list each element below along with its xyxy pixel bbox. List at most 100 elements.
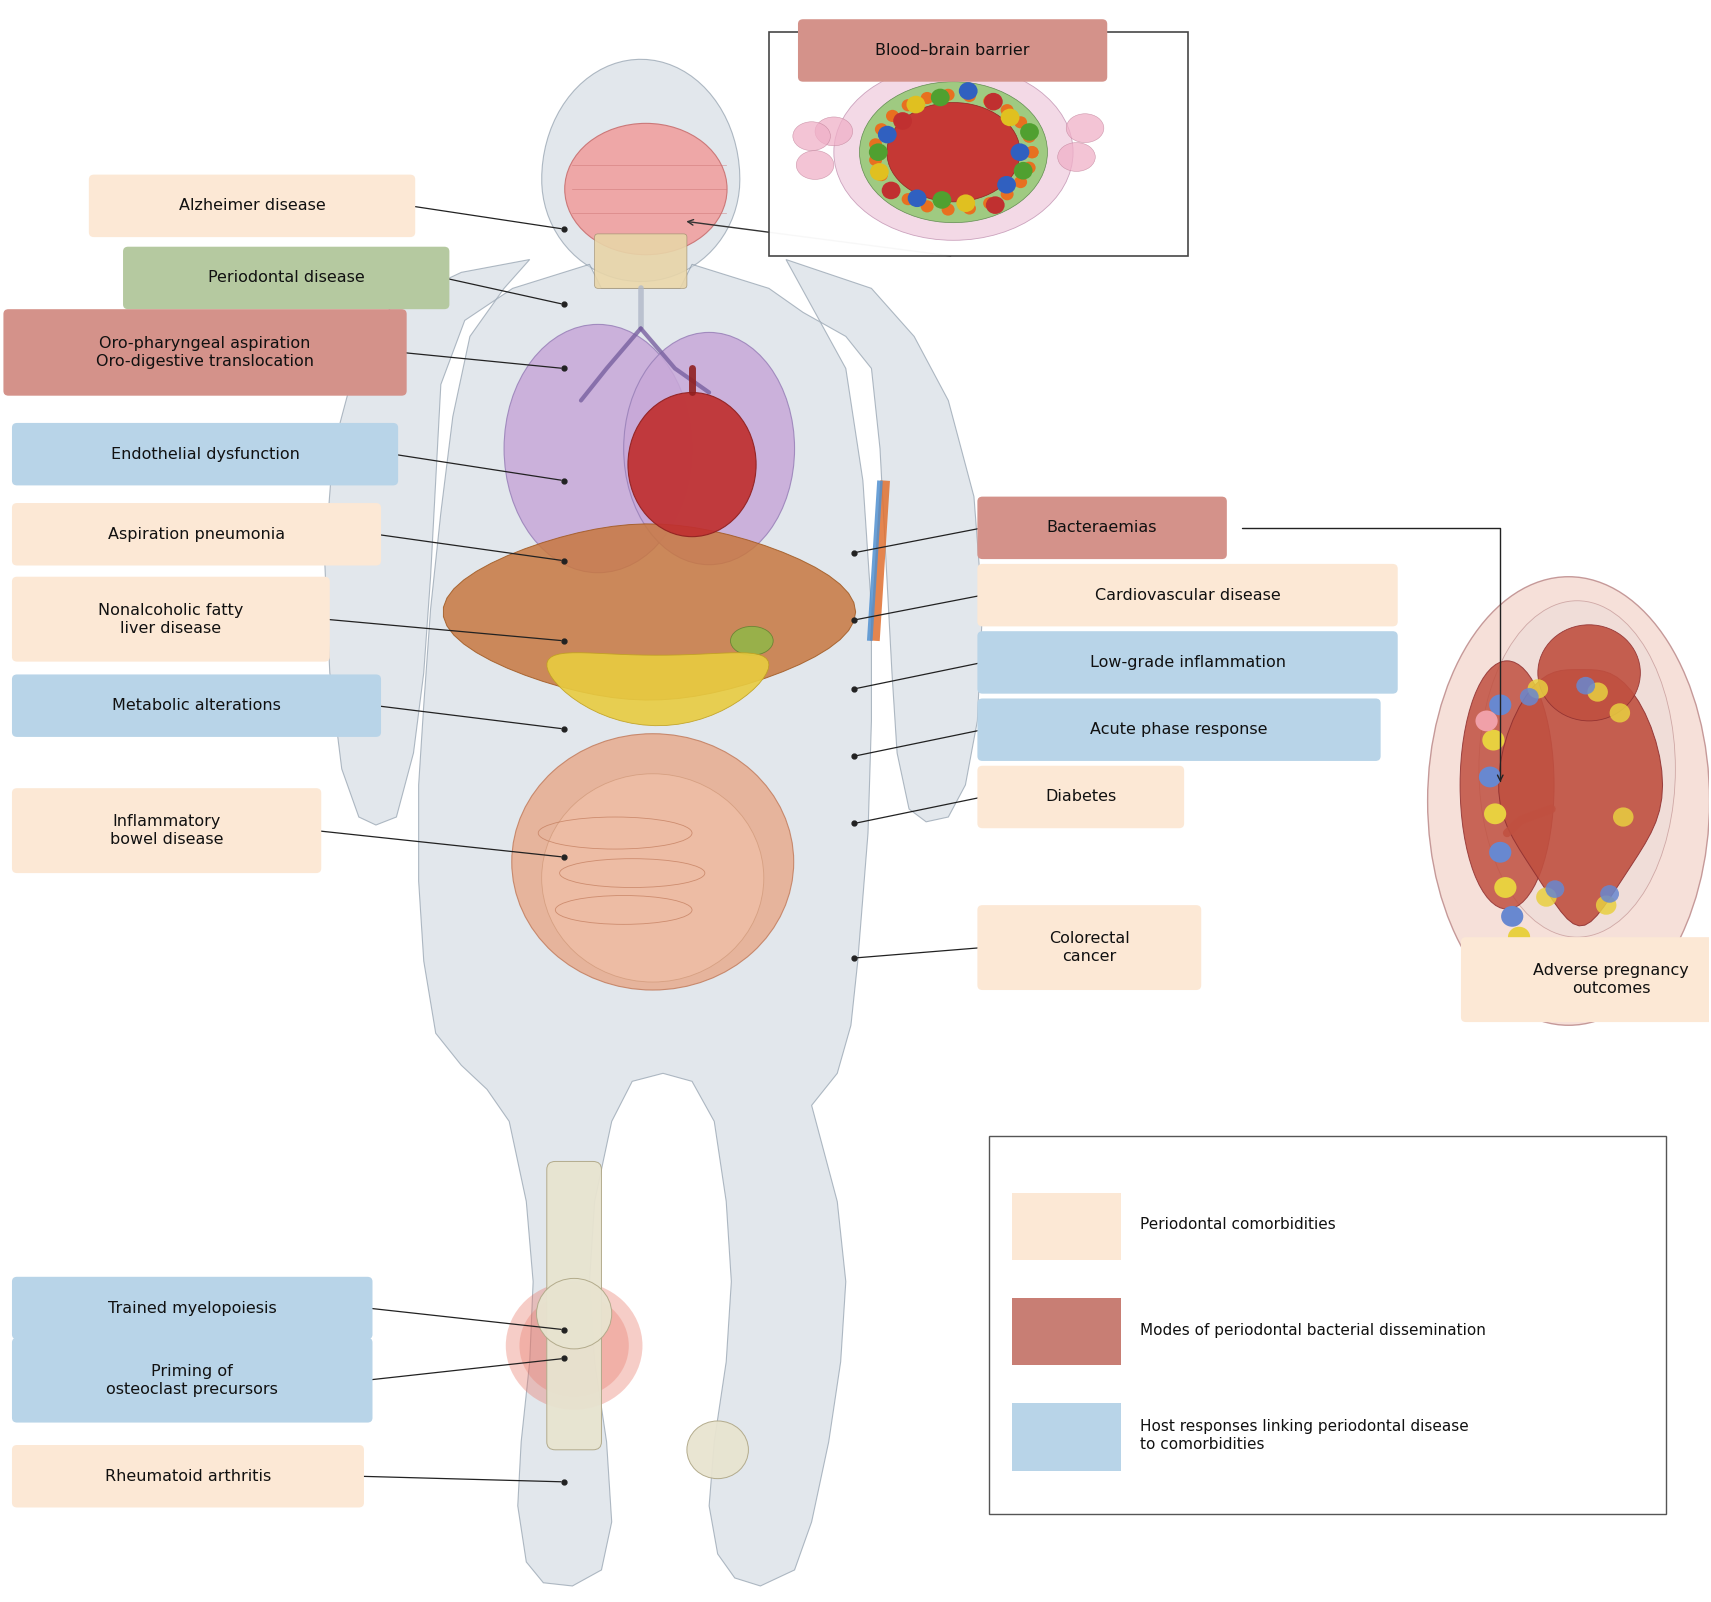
FancyBboxPatch shape — [12, 503, 382, 566]
Circle shape — [1015, 162, 1032, 179]
FancyBboxPatch shape — [12, 788, 322, 873]
Circle shape — [941, 203, 955, 216]
Ellipse shape — [792, 122, 830, 151]
Circle shape — [931, 88, 950, 106]
Text: Inflammatory
bowel disease: Inflammatory bowel disease — [110, 814, 224, 847]
Circle shape — [986, 197, 1004, 215]
Ellipse shape — [1057, 143, 1095, 171]
FancyBboxPatch shape — [12, 1338, 373, 1423]
FancyBboxPatch shape — [977, 497, 1227, 559]
Ellipse shape — [859, 82, 1047, 223]
Text: Modes of periodontal bacterial dissemination: Modes of periodontal bacterial dissemina… — [1140, 1323, 1485, 1338]
FancyBboxPatch shape — [768, 32, 1187, 256]
FancyBboxPatch shape — [977, 698, 1381, 761]
Circle shape — [1613, 807, 1634, 827]
FancyBboxPatch shape — [123, 247, 450, 309]
FancyBboxPatch shape — [1461, 937, 1711, 1022]
Circle shape — [1610, 703, 1631, 723]
Circle shape — [1001, 109, 1020, 127]
Ellipse shape — [628, 392, 756, 537]
Polygon shape — [542, 59, 739, 282]
Circle shape — [1023, 131, 1035, 143]
Circle shape — [1528, 679, 1548, 698]
FancyBboxPatch shape — [977, 564, 1398, 626]
Ellipse shape — [565, 123, 727, 255]
FancyBboxPatch shape — [977, 766, 1184, 828]
Text: Periodontal comorbidities: Periodontal comorbidities — [1140, 1218, 1336, 1232]
Polygon shape — [1499, 670, 1663, 926]
Circle shape — [1600, 884, 1619, 904]
Circle shape — [921, 91, 934, 104]
Circle shape — [1536, 888, 1557, 907]
Circle shape — [1482, 729, 1504, 750]
Circle shape — [869, 163, 888, 181]
Text: Priming of
osteoclast precursors: Priming of osteoclast precursors — [106, 1363, 279, 1397]
FancyBboxPatch shape — [977, 631, 1398, 694]
Circle shape — [506, 1282, 642, 1410]
Text: Diabetes: Diabetes — [1045, 790, 1116, 804]
Ellipse shape — [833, 64, 1073, 240]
Circle shape — [1483, 804, 1506, 823]
Circle shape — [984, 95, 996, 107]
Ellipse shape — [1459, 660, 1554, 910]
Circle shape — [956, 194, 975, 211]
FancyBboxPatch shape — [12, 423, 399, 485]
Text: Adverse pregnancy
outcomes: Adverse pregnancy outcomes — [1533, 963, 1689, 996]
Circle shape — [1015, 117, 1027, 128]
Text: Aspiration pneumonia: Aspiration pneumonia — [108, 527, 286, 541]
Circle shape — [1538, 625, 1641, 721]
FancyBboxPatch shape — [12, 1445, 364, 1507]
Circle shape — [1475, 711, 1497, 731]
Circle shape — [1596, 896, 1617, 915]
Polygon shape — [443, 524, 856, 700]
FancyBboxPatch shape — [548, 1161, 602, 1450]
Circle shape — [1588, 682, 1608, 702]
Circle shape — [874, 168, 888, 181]
Text: Periodontal disease: Periodontal disease — [207, 271, 364, 285]
Circle shape — [886, 183, 898, 194]
Circle shape — [1025, 146, 1039, 159]
Circle shape — [984, 93, 1003, 111]
Circle shape — [886, 111, 898, 122]
Text: Colorectal
cancer: Colorectal cancer — [1049, 931, 1129, 964]
Text: Rheumatoid arthritis: Rheumatoid arthritis — [104, 1469, 270, 1483]
FancyBboxPatch shape — [1011, 1403, 1121, 1471]
Circle shape — [1489, 843, 1511, 863]
Circle shape — [1023, 162, 1035, 173]
Circle shape — [1001, 104, 1013, 117]
Circle shape — [520, 1294, 630, 1397]
FancyBboxPatch shape — [89, 175, 416, 237]
Circle shape — [1501, 907, 1523, 926]
Text: Endothelial dysfunction: Endothelial dysfunction — [111, 447, 299, 461]
Ellipse shape — [542, 774, 763, 982]
Text: Oro-pharyngeal aspiration
Oro-digestive translocation: Oro-pharyngeal aspiration Oro-digestive … — [96, 336, 315, 368]
FancyBboxPatch shape — [977, 905, 1201, 990]
Ellipse shape — [1066, 114, 1104, 143]
Circle shape — [869, 154, 883, 167]
Circle shape — [1494, 878, 1516, 897]
Circle shape — [921, 200, 934, 213]
Text: Nonalcoholic fatty
liver disease: Nonalcoholic fatty liver disease — [98, 602, 243, 636]
Circle shape — [874, 123, 888, 136]
Circle shape — [963, 90, 975, 103]
Ellipse shape — [512, 734, 794, 990]
Text: Blood–brain barrier: Blood–brain barrier — [876, 43, 1030, 58]
FancyBboxPatch shape — [595, 234, 686, 288]
Circle shape — [907, 96, 926, 114]
Circle shape — [1015, 176, 1027, 187]
FancyBboxPatch shape — [1011, 1193, 1121, 1261]
Ellipse shape — [1478, 601, 1675, 937]
Circle shape — [984, 197, 996, 210]
Text: Cardiovascular disease: Cardiovascular disease — [1095, 588, 1280, 602]
Text: Low-grade inflammation: Low-grade inflammation — [1090, 655, 1285, 670]
Circle shape — [1507, 926, 1530, 948]
Circle shape — [1545, 881, 1564, 899]
Text: Metabolic alterations: Metabolic alterations — [111, 698, 281, 713]
Ellipse shape — [731, 626, 773, 655]
FancyBboxPatch shape — [12, 1277, 373, 1339]
Text: Host responses linking periodontal disease
to comorbidities: Host responses linking periodontal disea… — [1140, 1419, 1468, 1451]
Circle shape — [1001, 187, 1013, 200]
Ellipse shape — [625, 333, 794, 564]
Circle shape — [909, 189, 926, 207]
Ellipse shape — [814, 117, 852, 146]
